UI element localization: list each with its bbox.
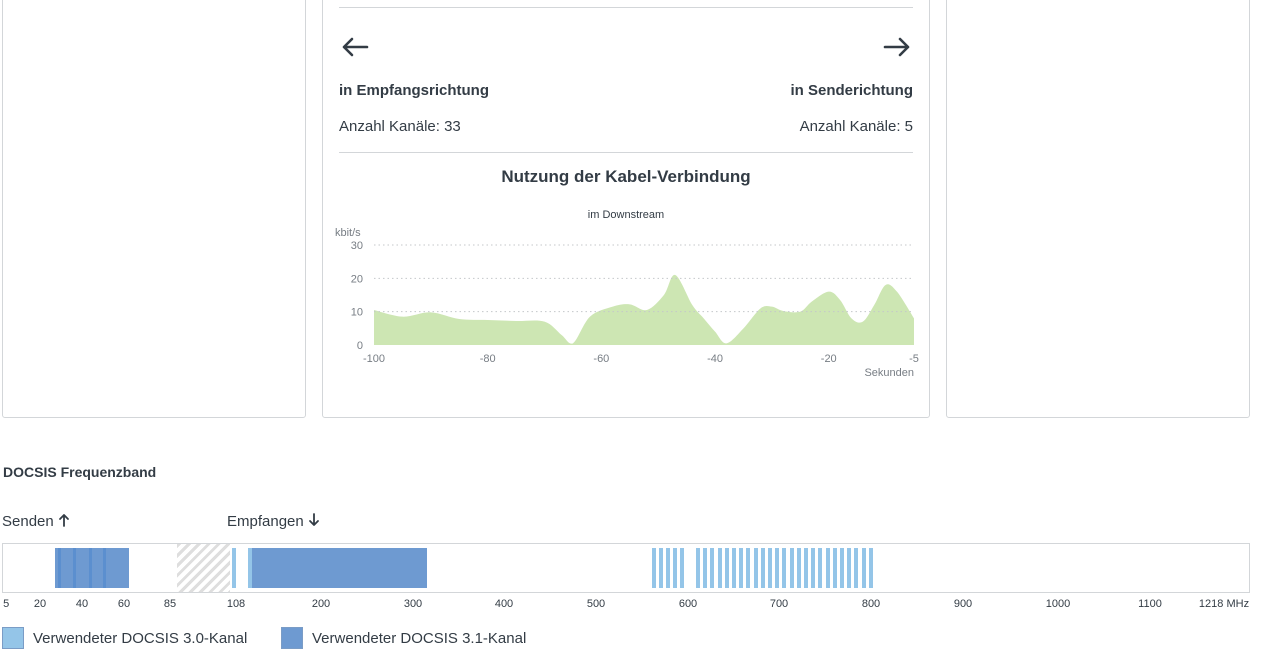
usage-chart: 0 10 20 30 -100 -80 -60 -40 -20 -5 kbit/s Sekunden <box>335 227 919 379</box>
downstream-docsis30-channel <box>804 548 808 588</box>
downstream-docsis30-channel <box>825 548 830 588</box>
upstream-docsis31-channel <box>55 548 129 588</box>
downstream-docsis30-channel <box>753 548 758 588</box>
band-tick-label: 700 <box>769 598 789 610</box>
y-tick-label: 0 <box>357 340 363 352</box>
downstream-docsis30-channel <box>248 548 252 588</box>
y-tick-label: 30 <box>351 240 363 252</box>
downstream-docsis30-channel <box>696 548 700 588</box>
downstream-docsis30-channel <box>832 548 837 588</box>
y-tick-label: 10 <box>351 307 363 319</box>
downstream-channel-count: Anzahl Kanäle: 33 <box>339 118 461 135</box>
x-tick-label: -80 <box>480 353 496 365</box>
downstream-docsis30-channel <box>732 548 736 588</box>
downstream-docsis30-channel <box>739 548 744 588</box>
downstream-docsis30-channel <box>868 548 873 588</box>
upstream-docsis30-channel <box>58 548 61 588</box>
arrow-up-icon <box>58 514 69 527</box>
legend-label-docsis31: Verwendeter DOCSIS 3.1-Kanal <box>312 630 527 647</box>
band-tick-label: 400 <box>494 598 514 610</box>
downstream-docsis31-channel <box>252 548 427 588</box>
usage-area <box>374 274 914 345</box>
downstream-docsis30-channel <box>840 548 844 588</box>
chart-title: Nutzung der Kabel-Verbindung <box>501 167 751 186</box>
x-tick-label: -5 <box>909 353 919 365</box>
band-tick-label: 1218 MHz <box>1198 598 1250 610</box>
y-axis-label: kbit/s <box>335 227 361 239</box>
legend-swatch-docsis31 <box>281 627 303 649</box>
x-axis-label: Sekunden <box>864 367 914 379</box>
legend-label-docsis30: Verwendeter DOCSIS 3.0-Kanal <box>33 630 248 647</box>
top-divider <box>339 7 913 8</box>
downstream-docsis30-channel <box>680 548 684 588</box>
band-tick-label: 300 <box>403 598 423 610</box>
downstream-docsis30-channel <box>703 548 708 588</box>
downstream-docsis30-channel <box>768 548 772 588</box>
x-tick-label: -60 <box>593 353 609 365</box>
send-heading: Senden <box>2 513 70 530</box>
band-tick-label: 900 <box>953 598 973 610</box>
downstream-label: in Empfangsrichtung <box>339 82 489 99</box>
band-title: DOCSIS Frequenzband <box>3 464 157 480</box>
upstream-docsis30-channel <box>73 548 76 588</box>
upstream-docsis30-channel <box>103 548 106 588</box>
legend-swatch-docsis30 <box>2 627 24 649</box>
downstream-docsis30-channel <box>659 548 663 588</box>
band-tick-label: 108 <box>226 598 246 610</box>
downstream-docsis30-channel <box>724 548 729 588</box>
band-tick-label: 600 <box>678 598 698 610</box>
receive-heading: Empfangen <box>227 513 320 530</box>
downstream-docsis30-channel <box>710 548 715 588</box>
band-tick-label: 60 <box>117 598 131 610</box>
send-label: Senden <box>2 513 54 530</box>
y-tick-label: 20 <box>351 273 363 285</box>
downstream-docsis30-channel <box>232 548 236 588</box>
band-tick-label: 1000 <box>1045 598 1071 610</box>
band-tick-label: 500 <box>586 598 606 610</box>
downstream-docsis30-channel <box>652 548 656 588</box>
band-tick-label: 5 <box>3 598 10 610</box>
connection-panel: in Empfangsrichtung in Senderichtung Anz… <box>322 0 930 418</box>
downstream-docsis30-channel <box>782 548 787 588</box>
arrow-down-icon <box>309 513 319 526</box>
receive-label: Empfangen <box>227 513 304 530</box>
downstream-docsis30-channel <box>811 548 816 588</box>
upstream-label: in Senderichtung <box>790 82 913 99</box>
middle-divider <box>339 152 913 153</box>
downstream-docsis30-channel <box>746 548 751 588</box>
band-tick-label: 1100 <box>1138 598 1162 610</box>
guard-band <box>177 544 230 592</box>
upstream-docsis30-channel <box>89 548 92 588</box>
downstream-docsis30-channel <box>666 548 670 588</box>
arrow-right-icon <box>883 37 910 57</box>
downstream-docsis30-channel <box>789 548 794 588</box>
band-tick-label: 20 <box>33 598 47 610</box>
downstream-docsis30-channel <box>717 548 722 588</box>
downstream-docsis30-channel <box>847 548 852 588</box>
downstream-docsis30-channel <box>818 548 823 588</box>
downstream-docsis30-channel <box>673 548 677 588</box>
left-panel <box>2 0 306 418</box>
x-tick-label: -20 <box>821 353 837 365</box>
downstream-docsis30-channel <box>796 548 801 588</box>
x-tick-label: -40 <box>707 353 723 365</box>
frequency-band <box>2 543 1250 593</box>
arrow-left-icon <box>342 37 369 57</box>
downstream-docsis30-channel <box>861 548 866 588</box>
downstream-docsis30-channel <box>775 548 780 588</box>
upstream-channel-count: Anzahl Kanäle: 5 <box>799 118 913 135</box>
downstream-docsis30-channel <box>854 548 859 588</box>
band-tick-label: 200 <box>311 598 331 610</box>
right-panel <box>946 0 1250 418</box>
band-tick-label: 800 <box>861 598 881 610</box>
chart-subtitle: im Downstream <box>587 209 665 221</box>
band-tick-label: 40 <box>75 598 89 610</box>
downstream-docsis30-channel <box>760 548 765 588</box>
band-tick-label: 85 <box>163 598 177 610</box>
x-tick-label: -100 <box>363 353 385 365</box>
